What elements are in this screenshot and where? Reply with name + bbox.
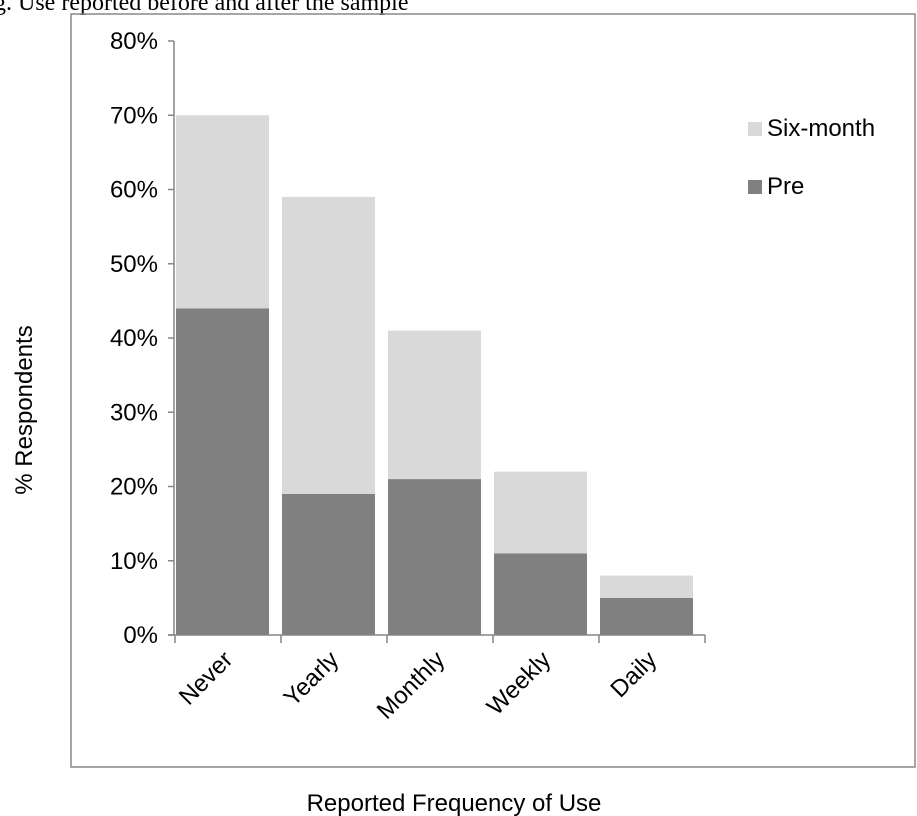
legend-swatch-pre [748, 180, 762, 194]
y-tick-label: 40% [110, 325, 158, 352]
figure-caption: g. Use reported before and after the sam… [0, 0, 408, 16]
legend-label-six-month: Six-month [767, 115, 875, 142]
bars [176, 115, 693, 635]
x-tick-label-yearly: Yearly [279, 646, 345, 712]
legend-swatch-six-month [748, 122, 762, 136]
bar-pre-daily [600, 597, 693, 635]
x-axis-title: Reported Frequency of Use [307, 790, 602, 816]
x-tick-label-monthly: Monthly [372, 646, 451, 725]
y-tick-label: 80% [110, 28, 158, 55]
y-axis-title: % Respondents [11, 325, 38, 494]
y-tick-label: 70% [110, 102, 158, 129]
y-tick-label: 30% [110, 399, 158, 426]
chart-frame [70, 13, 916, 768]
bar-pre-yearly [282, 493, 375, 635]
legend-label-pre: Pre [767, 173, 804, 200]
bar-pre-never [176, 308, 269, 635]
legend: Six-month Pre [748, 115, 875, 200]
y-tick-label: 50% [110, 251, 158, 278]
bar-six-month-monthly [388, 330, 481, 480]
y-tick-label: 20% [110, 474, 158, 501]
bar-six-month-yearly [282, 196, 375, 494]
bar-pre-weekly [494, 553, 587, 635]
y-tick-label: 10% [110, 548, 158, 575]
x-tick-label-weekly: Weekly [482, 646, 556, 720]
bar-six-month-never [176, 115, 269, 309]
y-tick-label: 0% [123, 622, 158, 649]
bar-pre-monthly [388, 479, 481, 635]
bar-six-month-daily [600, 575, 693, 598]
bar-six-month-weekly [494, 471, 587, 554]
x-tick-label-never: Never [174, 646, 238, 710]
x-tick-label-daily: Daily [605, 646, 662, 703]
y-tick-label: 60% [110, 177, 158, 204]
